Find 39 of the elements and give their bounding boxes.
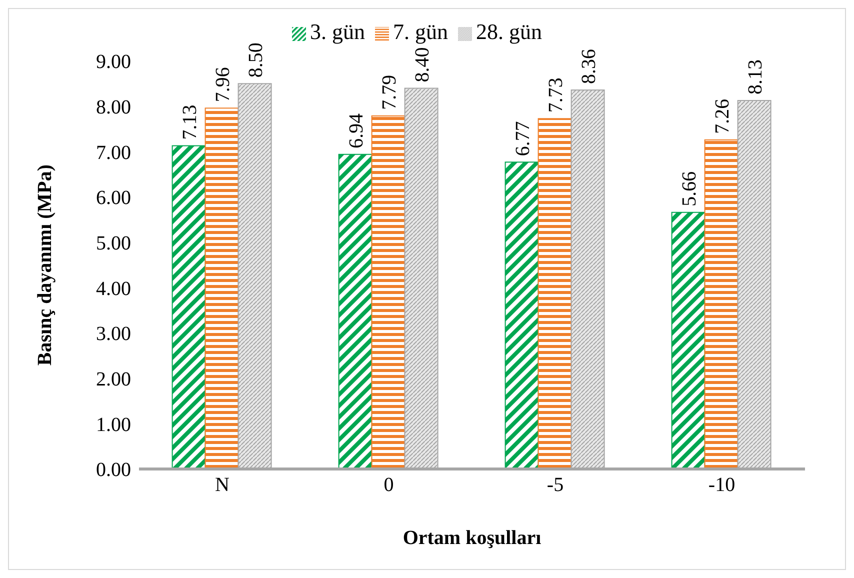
x-axis-title: Ortam koşulları [402, 527, 542, 549]
bar [371, 115, 406, 469]
bar [704, 139, 738, 469]
data-label: 8.40 [411, 47, 434, 82]
y-tick-label: 0.00 [96, 459, 131, 482]
legend-label: 28. gün [476, 19, 542, 44]
y-tick-label: 6.00 [96, 187, 131, 210]
x-tick-label: -10 [708, 474, 736, 496]
bar [172, 145, 206, 469]
y-tick-label: 8.00 [96, 96, 131, 118]
y-tick-label: 9.00 [96, 51, 131, 74]
legend-label: 3. gün [310, 19, 365, 44]
x-tick-label: N [215, 474, 230, 496]
y-tick-label: 7.00 [96, 142, 131, 164]
bar [671, 212, 706, 469]
bar [204, 108, 239, 469]
data-label: 7.26 [711, 98, 734, 134]
y-tick-label: 2.00 [96, 368, 131, 390]
bar [504, 162, 539, 469]
data-label: 5.66 [678, 171, 700, 206]
legend-label: 7. gün [393, 19, 448, 44]
data-label: 7.96 [212, 67, 234, 102]
x-tick-label: -5 [546, 474, 564, 496]
data-label: 6.94 [345, 113, 368, 148]
y-tick-label: 5.00 [96, 232, 131, 254]
y-tick-label: 4.00 [96, 278, 131, 300]
bar [338, 154, 372, 469]
data-label: 7.13 [178, 104, 201, 140]
x-tick-label: 0 [384, 474, 394, 496]
data-label: 8.50 [244, 42, 267, 78]
data-label: 7.73 [544, 78, 567, 113]
data-label: 6.77 [512, 121, 534, 156]
bar [538, 118, 572, 469]
data-label: 8.36 [578, 49, 600, 84]
y-tick-label: 1.00 [96, 414, 131, 436]
y-axis-title: Basınç dayanımı (MPa) [34, 164, 56, 366]
y-tick-label: 3.00 [96, 323, 131, 346]
data-label: 8.13 [744, 59, 766, 94]
data-label: 7.79 [378, 74, 400, 110]
